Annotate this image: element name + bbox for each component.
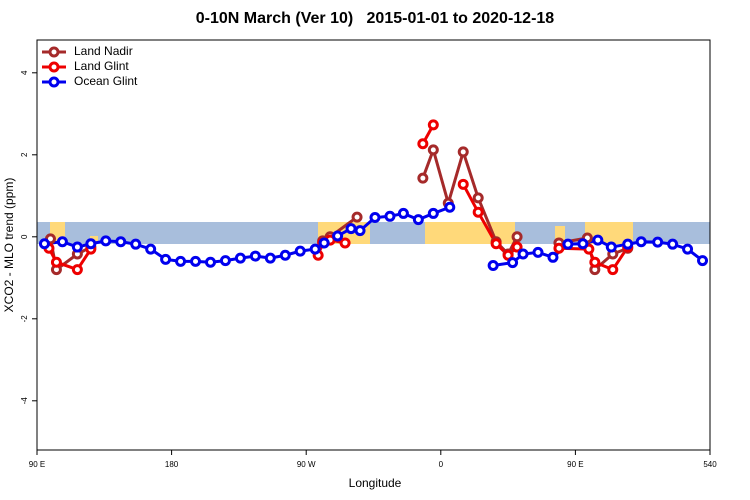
data-point (511, 231, 523, 243)
data-point (490, 238, 502, 250)
data-point (592, 234, 604, 246)
data-point (577, 238, 589, 250)
data-point (532, 246, 544, 258)
data-point (457, 178, 469, 190)
y-tick-label: 0 (20, 234, 29, 239)
x-tick-label: 0 (439, 460, 444, 469)
data-point (397, 207, 409, 219)
plot-frame (36, 39, 711, 451)
data-point (605, 241, 617, 253)
chart-title: 0-10N March (Ver 10) 2015-01-01 to 2020-… (196, 10, 555, 27)
data-point (427, 144, 439, 156)
legend: Land Nadir Land Glint Ocean Glint (42, 44, 138, 88)
data-point (682, 243, 694, 255)
ocean-band (37, 222, 710, 244)
data-point (547, 251, 559, 263)
data-point (472, 192, 484, 204)
data-point (234, 252, 246, 264)
x-axis-label: Longitude (349, 476, 402, 490)
data-point (50, 256, 62, 268)
x-tick-label: 90 W (297, 460, 316, 469)
data-point (249, 250, 261, 262)
y-axis-label: XCO2 - MLO trend (ppm) (2, 178, 16, 313)
y-tick-label: 4 (20, 70, 29, 75)
data-point (264, 252, 276, 264)
data-point (332, 230, 344, 242)
legend-label: Ocean Glint (74, 74, 138, 88)
data-point (487, 260, 499, 271)
x-tick-label: 90 E (29, 460, 45, 469)
legend-marker (48, 76, 60, 88)
data-point (318, 237, 330, 249)
data-point (115, 236, 127, 248)
x-tick-label: 90 E (567, 460, 583, 469)
x-tick-label: 540 (703, 460, 717, 469)
data-point (345, 223, 357, 235)
legend-marker (48, 61, 60, 73)
data-point (457, 146, 469, 158)
data-point (56, 236, 68, 248)
land-patch (555, 226, 565, 244)
data-point (279, 249, 291, 261)
data-point (427, 207, 439, 219)
data-point (607, 264, 619, 276)
data-point (294, 245, 306, 257)
data-point (339, 237, 351, 249)
data-point (354, 225, 366, 237)
x-tick-label: 180 (165, 460, 179, 469)
data-point (507, 257, 519, 269)
data-point (444, 201, 456, 213)
data-point (384, 210, 396, 222)
data-point (369, 212, 381, 224)
data-point (697, 255, 709, 267)
data-point (472, 206, 484, 218)
data-point (38, 238, 50, 250)
data-point (517, 248, 529, 260)
data-point (553, 242, 565, 254)
data-point (130, 238, 142, 250)
data-point (160, 253, 172, 265)
data-point (412, 214, 424, 226)
y-tick-label: 2 (20, 152, 29, 157)
data-point (635, 236, 647, 248)
data-point (652, 236, 664, 248)
data-point (667, 238, 679, 250)
data-point (145, 243, 157, 255)
data-point (622, 238, 634, 250)
data-point (417, 138, 429, 150)
data-point (589, 256, 601, 268)
data-point (100, 235, 112, 247)
data-point (204, 256, 216, 268)
data-point (427, 119, 439, 131)
data-point (417, 172, 429, 184)
y-tick-label: -4 (20, 397, 29, 405)
y-tick-label: -2 (20, 315, 29, 323)
data-point (190, 255, 202, 267)
data-point (71, 264, 83, 276)
data-point (502, 249, 514, 261)
data-point (351, 211, 363, 223)
data-point (175, 255, 187, 267)
data-point (85, 238, 97, 250)
data-point (219, 255, 231, 267)
legend-label: Land Glint (74, 59, 129, 73)
data-point (562, 238, 574, 250)
legend-marker (48, 46, 60, 58)
data-point (511, 241, 523, 253)
data-point (309, 243, 321, 255)
data-point (71, 241, 83, 253)
legend-label: Land Nadir (74, 44, 133, 58)
